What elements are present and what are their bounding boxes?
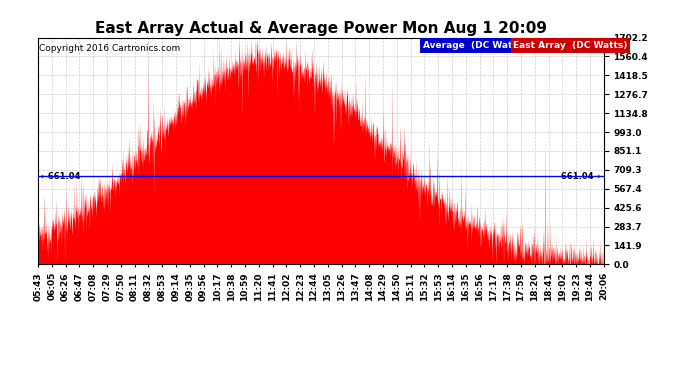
Text: East Array  (DC Watts): East Array (DC Watts) (513, 41, 628, 50)
Text: ←661.04: ←661.04 (38, 172, 80, 181)
Text: Copyright 2016 Cartronics.com: Copyright 2016 Cartronics.com (39, 44, 180, 53)
Text: 661.04→: 661.04→ (562, 172, 604, 181)
Title: East Array Actual & Average Power Mon Aug 1 20:09: East Array Actual & Average Power Mon Au… (95, 21, 547, 36)
Text: Average  (DC Watts): Average (DC Watts) (423, 41, 526, 50)
